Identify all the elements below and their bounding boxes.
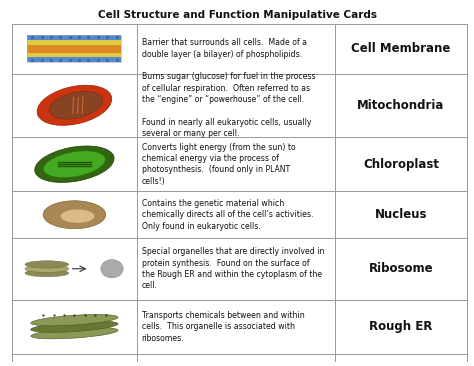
Ellipse shape — [31, 321, 118, 332]
Text: Transports chemicals between and within
cells.  This organelle is associated wit: Transports chemicals between and within … — [142, 311, 304, 343]
Ellipse shape — [25, 265, 69, 272]
Ellipse shape — [31, 328, 118, 339]
Ellipse shape — [100, 259, 123, 278]
Text: Converts light energy (from the sun) to
chemical energy via the process of
photo: Converts light energy (from the sun) to … — [142, 142, 295, 186]
Bar — [27, 40, 121, 45]
Text: Contains the genetic material which
chemically directs all of the cell’s activit: Contains the genetic material which chem… — [142, 199, 313, 231]
Bar — [27, 35, 121, 63]
Ellipse shape — [31, 314, 118, 326]
Text: Burns sugar (glucose) for fuel in the process
of cellular respiration.  Often re: Burns sugar (glucose) for fuel in the pr… — [142, 72, 315, 138]
Bar — [27, 35, 121, 40]
Ellipse shape — [25, 261, 69, 268]
Bar — [27, 45, 121, 53]
Ellipse shape — [43, 201, 106, 229]
Text: Special organelles that are directly involved in
protein synthesis.  Found on th: Special organelles that are directly inv… — [142, 247, 324, 291]
Ellipse shape — [60, 209, 95, 223]
Ellipse shape — [44, 151, 105, 178]
Text: Cell Structure and Function Manipulative Cards: Cell Structure and Function Manipulative… — [98, 10, 376, 20]
Text: Mitochondria: Mitochondria — [357, 99, 445, 112]
Text: Barrier that surrounds all cells.  Made of a
double layer (a bilayer) of phospho: Barrier that surrounds all cells. Made o… — [142, 38, 307, 59]
Ellipse shape — [37, 85, 112, 125]
Bar — [27, 57, 121, 63]
Text: Nucleus: Nucleus — [374, 208, 427, 221]
Ellipse shape — [25, 269, 69, 277]
Text: Cell Membrane: Cell Membrane — [351, 42, 451, 55]
Text: Ribosome: Ribosome — [369, 262, 433, 275]
Ellipse shape — [35, 146, 114, 182]
Text: Rough ER: Rough ER — [369, 320, 433, 333]
Text: Chloroplast: Chloroplast — [363, 158, 439, 171]
Ellipse shape — [49, 92, 103, 119]
Bar — [27, 53, 121, 57]
